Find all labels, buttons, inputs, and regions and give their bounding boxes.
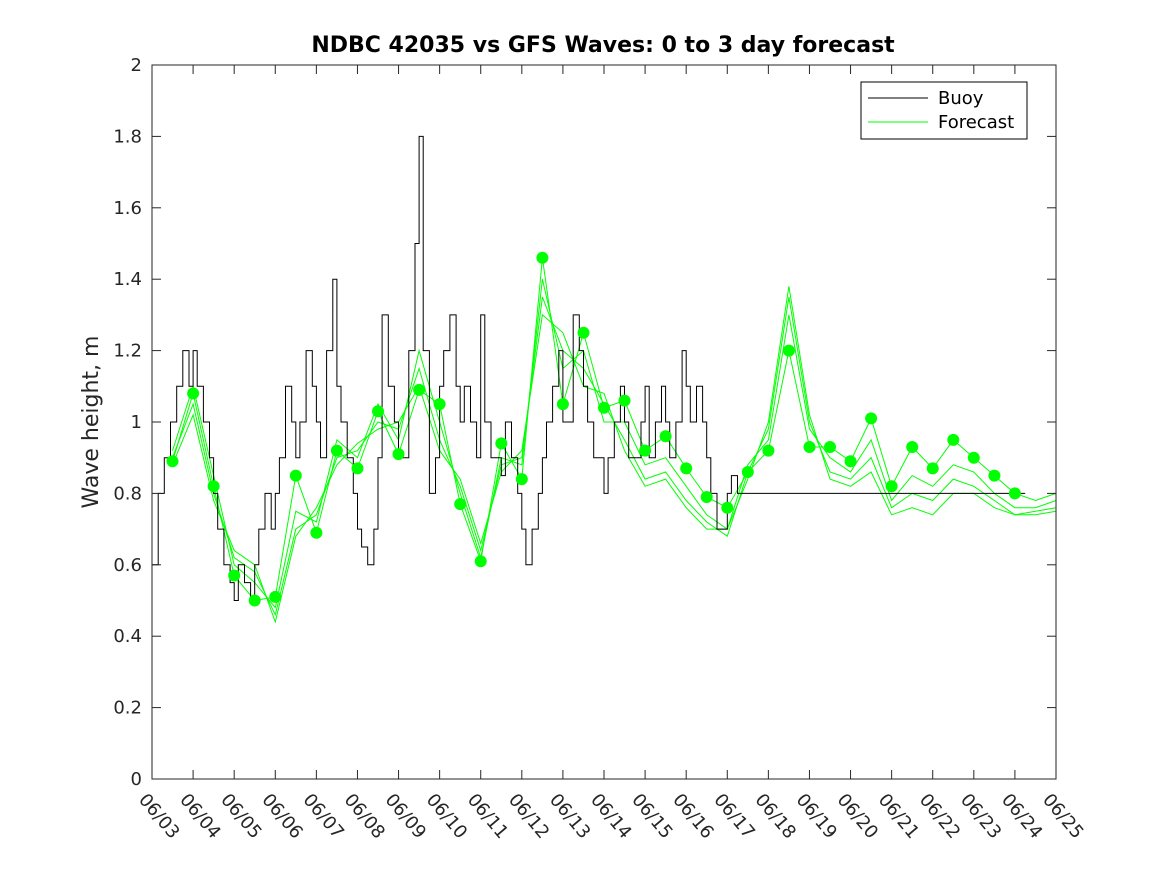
forecast-point bbox=[824, 441, 836, 453]
forecast-point bbox=[187, 387, 200, 400]
x-tick-label: 06/10 bbox=[422, 790, 471, 843]
forecast-point bbox=[474, 555, 487, 568]
forecast-point bbox=[782, 344, 795, 357]
legend: Buoy Forecast bbox=[860, 81, 1028, 140]
forecast-point bbox=[289, 469, 302, 482]
forecast-point bbox=[536, 251, 549, 264]
plot-area bbox=[152, 135, 1057, 624]
y-tick-label: 1.2 bbox=[113, 341, 142, 362]
forecast-point bbox=[803, 441, 816, 453]
x-tick-label: 06/16 bbox=[668, 790, 717, 843]
x-tick-label: 06/18 bbox=[751, 790, 800, 843]
forecast-point bbox=[598, 401, 610, 414]
legend-box bbox=[860, 81, 1028, 140]
forecast-point bbox=[1008, 487, 1021, 500]
x-tick-label: 06/24 bbox=[997, 790, 1046, 843]
forecast-point bbox=[885, 480, 898, 493]
forecast-point bbox=[762, 444, 775, 457]
forecast-point bbox=[392, 448, 405, 461]
y-tick-label: 1.8 bbox=[113, 126, 142, 147]
x-tick-label: 06/14 bbox=[586, 790, 635, 843]
x-tick-label: 06/04 bbox=[175, 790, 224, 843]
forecast-point bbox=[865, 412, 878, 425]
x-tick-label: 06/12 bbox=[504, 790, 553, 843]
forecast-point bbox=[413, 383, 426, 396]
forecast-point bbox=[310, 526, 323, 539]
forecast-point bbox=[351, 462, 364, 475]
y-tick-label: 0.4 bbox=[113, 626, 142, 647]
forecast-point bbox=[967, 451, 980, 464]
forecast-point bbox=[556, 398, 569, 411]
y-tick-label: 0.8 bbox=[113, 483, 142, 504]
y-tick-label: 0.2 bbox=[113, 698, 142, 719]
forecast-point bbox=[618, 394, 631, 407]
chart-title: NDBC 42035 vs GFS Waves: 0 to 3 day fore… bbox=[311, 33, 895, 58]
forecast-point bbox=[680, 462, 693, 475]
forecast-point bbox=[844, 455, 857, 468]
forecast-point bbox=[372, 405, 384, 418]
axes: 00.20.40.60.811.21.41.61.8206/0306/0406/… bbox=[113, 55, 1087, 843]
forecast-point bbox=[906, 441, 919, 453]
x-tick-label: 06/05 bbox=[216, 790, 265, 843]
forecast-point bbox=[495, 437, 508, 450]
x-tick-label: 06/09 bbox=[381, 790, 430, 843]
y-tick-label: 0.6 bbox=[113, 555, 142, 576]
x-tick-label: 06/07 bbox=[299, 790, 348, 843]
y-axis-label: Wave height, m bbox=[79, 336, 104, 509]
forecast-point bbox=[454, 498, 467, 511]
forecast-point bbox=[330, 444, 343, 457]
forecast-point bbox=[166, 455, 179, 468]
forecast-point bbox=[721, 501, 734, 514]
forecast-point bbox=[433, 398, 446, 411]
forecast-point bbox=[207, 480, 220, 493]
x-tick-label: 06/17 bbox=[709, 790, 758, 843]
forecast-point bbox=[248, 594, 261, 607]
x-tick-label: 06/11 bbox=[463, 790, 512, 843]
forecast-point bbox=[988, 469, 1001, 482]
y-tick-label: 1 bbox=[131, 412, 142, 433]
forecast-point bbox=[926, 462, 939, 475]
x-tick-label: 06/20 bbox=[833, 790, 882, 843]
y-tick-label: 1.6 bbox=[113, 198, 142, 219]
x-tick-label: 06/19 bbox=[792, 790, 841, 843]
forecast-point bbox=[947, 433, 960, 446]
forecast-point bbox=[269, 590, 282, 603]
x-tick-label: 06/03 bbox=[134, 790, 183, 843]
x-tick-label: 06/22 bbox=[915, 790, 964, 843]
forecast-point bbox=[577, 326, 590, 339]
x-tick-label: 06/06 bbox=[257, 790, 306, 843]
x-tick-label: 06/15 bbox=[627, 790, 676, 843]
forecast-point bbox=[741, 466, 754, 478]
buoy-line bbox=[152, 135, 1026, 601]
x-tick-label: 06/21 bbox=[874, 790, 923, 843]
y-tick-label: 0 bbox=[131, 769, 142, 790]
x-tick-label: 06/08 bbox=[340, 790, 389, 843]
legend-buoy-label: Buoy bbox=[938, 88, 984, 109]
forecast-line-1 bbox=[172, 257, 1057, 602]
x-tick-label: 06/25 bbox=[1038, 790, 1087, 843]
forecast-point bbox=[515, 473, 528, 486]
y-tick-label: 1.4 bbox=[113, 269, 142, 290]
legend-forecast-label: Forecast bbox=[938, 112, 1014, 133]
x-tick-label: 06/13 bbox=[545, 790, 594, 843]
forecast-point bbox=[659, 430, 672, 443]
forecast-point bbox=[228, 569, 241, 582]
x-tick-label: 06/23 bbox=[956, 790, 1005, 843]
forecast-point bbox=[700, 491, 713, 503]
y-tick-label: 2 bbox=[131, 55, 142, 76]
forecast-point bbox=[639, 444, 652, 457]
